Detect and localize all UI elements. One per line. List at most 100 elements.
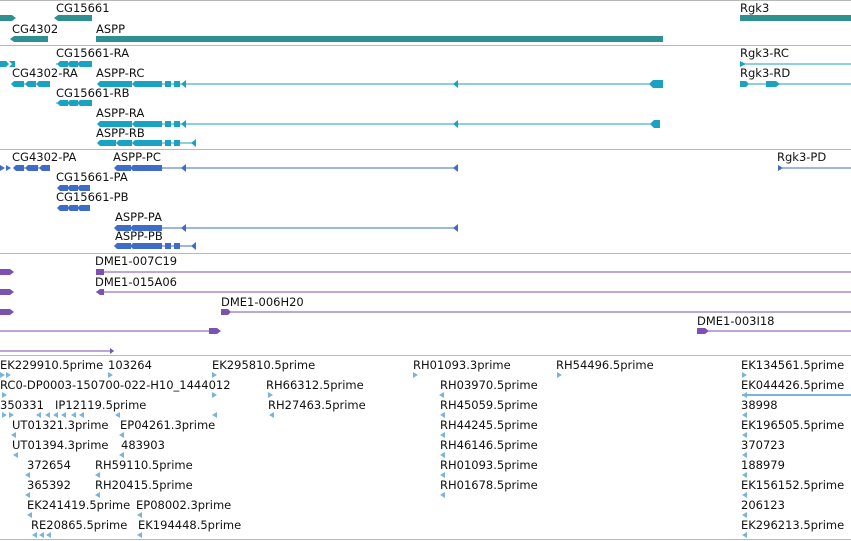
- protein-glyph[interactable]: [13, 165, 50, 171]
- clone-glyph[interactable]: [0, 269, 14, 275]
- est-glyph[interactable]: [9, 412, 14, 418]
- est-label[interactable]: EK196505.5prime: [741, 418, 845, 432]
- est-label[interactable]: EK194448.5prime: [138, 518, 242, 532]
- est-glyph[interactable]: [79, 412, 84, 418]
- clone-glyph[interactable]: [0, 289, 14, 295]
- gene-glyph[interactable]: [54, 15, 92, 21]
- gene-glyph[interactable]: [0, 15, 16, 21]
- est-label[interactable]: RH01093.3prime: [413, 358, 511, 372]
- est-glyph[interactable]: [119, 452, 124, 458]
- est-label[interactable]: 206123: [741, 498, 785, 512]
- clone-label[interactable]: DME1-003I18: [697, 314, 775, 328]
- est-label[interactable]: RH20415.5prime: [95, 478, 193, 492]
- transcript-label[interactable]: CG15661-RA: [56, 46, 130, 60]
- est-glyph[interactable]: [742, 472, 747, 478]
- gene-glyph[interactable]: [740, 15, 851, 21]
- est-glyph[interactable]: [212, 372, 217, 378]
- est-glyph[interactable]: [212, 392, 217, 398]
- est-glyph[interactable]: [27, 512, 32, 518]
- est-glyph[interactable]: [119, 432, 124, 438]
- est-label[interactable]: 370723: [741, 438, 785, 452]
- est-glyph[interactable]: [439, 392, 444, 398]
- transcript-label[interactable]: ASPP-RC: [96, 66, 145, 80]
- clone-label[interactable]: DME1-015A06: [95, 275, 177, 289]
- est-glyph[interactable]: [95, 472, 100, 478]
- est-label[interactable]: RH01093.5prime: [440, 458, 538, 472]
- est-glyph[interactable]: [440, 452, 445, 458]
- est-label[interactable]: RH59110.5prime: [95, 458, 193, 472]
- est-label[interactable]: EK241419.5prime: [27, 498, 131, 512]
- est-glyph[interactable]: [742, 492, 747, 498]
- est-glyph[interactable]: [268, 392, 273, 398]
- clone-glyph[interactable]: [697, 328, 851, 334]
- est-glyph[interactable]: [440, 432, 445, 438]
- est-glyph[interactable]: [13, 452, 18, 458]
- est-label[interactable]: EK296213.5prime: [741, 518, 845, 532]
- est-label[interactable]: 38998: [741, 398, 778, 412]
- protein-label[interactable]: ASPP-PA: [115, 210, 162, 224]
- protein-glyph[interactable]: [57, 185, 90, 191]
- clone-glyph[interactable]: [221, 309, 851, 315]
- est-label[interactable]: 103264: [108, 358, 152, 372]
- est-label[interactable]: RH46146.5prime: [440, 438, 538, 452]
- est-label[interactable]: UT01394.3prime: [12, 438, 109, 452]
- est-glyph[interactable]: [742, 452, 747, 458]
- protein-glyph[interactable]: [114, 242, 196, 250]
- est-label[interactable]: RE20865.5prime: [31, 518, 128, 532]
- transcript-glyph[interactable]: [740, 81, 851, 87]
- est-glyph[interactable]: [742, 394, 851, 396]
- protein-label[interactable]: Rgk3-PD: [777, 150, 827, 164]
- est-label[interactable]: 350331: [0, 398, 44, 412]
- est-glyph[interactable]: [269, 412, 274, 418]
- est-label[interactable]: EK156152.5prime: [741, 478, 845, 492]
- est-glyph[interactable]: [440, 492, 445, 498]
- clone-glyph[interactable]: [96, 269, 851, 275]
- gene-glyph[interactable]: [96, 36, 663, 42]
- transcript-label[interactable]: CG4302-RA: [12, 66, 78, 80]
- est-glyph[interactable]: [742, 532, 747, 538]
- protein-label[interactable]: ASPP-PB: [115, 229, 163, 243]
- est-label[interactable]: IP12119.5prime: [55, 398, 147, 412]
- transcript-glyph[interactable]: [97, 120, 660, 128]
- transcript-label[interactable]: CG15661-RB: [56, 86, 130, 100]
- transcript-glyph[interactable]: [97, 80, 663, 88]
- est-glyph[interactable]: [25, 472, 30, 478]
- est-glyph[interactable]: [137, 512, 142, 518]
- est-label[interactable]: RH45059.5prime: [440, 398, 538, 412]
- est-label[interactable]: 365392: [27, 478, 71, 492]
- est-label[interactable]: RH54496.5prime: [556, 358, 654, 372]
- est-label[interactable]: 372654: [27, 458, 71, 472]
- gene-label[interactable]: CG4302: [12, 22, 59, 36]
- protein-glyph[interactable]: [114, 164, 458, 172]
- est-label[interactable]: UT01321.3prime: [12, 418, 109, 432]
- est-glyph[interactable]: [0, 372, 5, 378]
- clone-label[interactable]: DME1-007C19: [95, 254, 178, 268]
- est-label[interactable]: EP08002.3prime: [136, 498, 232, 512]
- est-glyph[interactable]: [413, 372, 418, 378]
- est-label[interactable]: RH27463.5prime: [268, 398, 366, 412]
- est-glyph[interactable]: [742, 512, 747, 518]
- clone-glyph[interactable]: [0, 328, 221, 334]
- est-glyph[interactable]: [557, 372, 562, 378]
- est-glyph[interactable]: [53, 412, 58, 418]
- est-label[interactable]: RH44245.5prime: [440, 418, 538, 432]
- transcript-label[interactable]: Rgk3-RD: [740, 66, 791, 80]
- est-glyph[interactable]: [71, 412, 76, 418]
- protein-label[interactable]: CG15661-PB: [56, 190, 129, 204]
- est-glyph[interactable]: [95, 492, 100, 498]
- est-label[interactable]: EK044426.5prime: [741, 378, 845, 392]
- est-glyph[interactable]: [61, 412, 66, 418]
- est-glyph[interactable]: [108, 372, 113, 378]
- protein-glyph[interactable]: [57, 205, 90, 211]
- est-label[interactable]: RC0-DP0003-150700-022-H10_1444012: [0, 378, 231, 392]
- gene-label[interactable]: CG15661: [56, 1, 110, 15]
- transcript-glyph[interactable]: [0, 61, 15, 67]
- est-glyph[interactable]: [39, 532, 44, 538]
- est-glyph[interactable]: [742, 432, 747, 438]
- est-glyph[interactable]: [25, 492, 30, 498]
- transcript-glyph[interactable]: [56, 100, 92, 106]
- est-glyph[interactable]: [440, 472, 445, 478]
- transcript-glyph[interactable]: [740, 61, 851, 67]
- est-glyph[interactable]: [742, 412, 747, 418]
- protein-glyph[interactable]: [778, 165, 851, 171]
